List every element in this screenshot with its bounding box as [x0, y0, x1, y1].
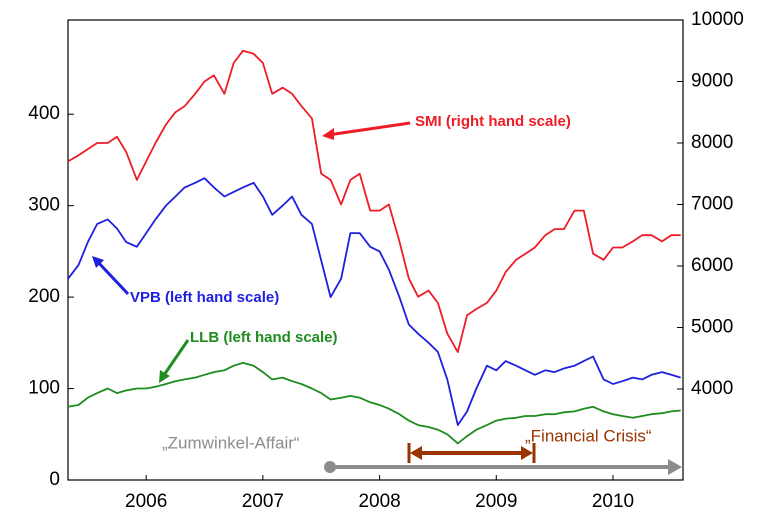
- x-tick-label: 2006: [125, 491, 167, 512]
- zumwinkel-arrowhead: [668, 459, 682, 475]
- smi-arrow: [327, 121, 411, 137]
- llb-arrowhead: [159, 370, 170, 383]
- y2-tick-label: 10000: [691, 9, 744, 30]
- x-tick-label: 2007: [242, 491, 284, 512]
- annotation-arrows: [92, 121, 682, 475]
- y-tick-label: 100: [28, 378, 60, 399]
- series-line: [67, 49, 681, 353]
- y2-tick-label: 5000: [691, 317, 733, 338]
- x-tick-label: 2010: [592, 491, 634, 512]
- zumwinkel-label: „Zumwinkel-Affair“: [162, 433, 300, 452]
- y2-tick-label: 6000: [691, 255, 733, 276]
- y2-tick-label: 9000: [691, 71, 733, 92]
- y2-tick-label: 7000: [691, 194, 733, 215]
- vpb-label: VPB (left hand scale): [130, 289, 279, 306]
- vpb-arrowhead: [92, 256, 104, 268]
- smi-arrowhead: [322, 128, 334, 140]
- vpb-arrow: [94, 258, 130, 296]
- y-tick-label: 200: [28, 286, 60, 307]
- llb-label: LLB (left hand scale): [190, 329, 338, 346]
- y2-tick-label: 8000: [691, 132, 733, 153]
- x-tick-label: 2009: [475, 491, 517, 512]
- plot-frame: [67, 19, 684, 481]
- y-tick-label: 0: [49, 469, 60, 490]
- y-tick-label: 400: [28, 103, 60, 124]
- series-line: [67, 177, 681, 426]
- zumwinkel-dot: [324, 461, 336, 473]
- crisis-arrowhead-left: [410, 446, 422, 460]
- x-tick-label: 2008: [358, 491, 400, 512]
- smi-label: SMI (right hand scale): [415, 113, 571, 130]
- y-tick-label: 300: [28, 195, 60, 216]
- y2-tick-label: 4000: [691, 378, 733, 399]
- crisis-arrowhead-right: [521, 446, 533, 460]
- llb-arrow: [160, 339, 190, 379]
- crisis-label: „Financial Crisis“: [525, 426, 652, 445]
- series-line: [67, 362, 681, 445]
